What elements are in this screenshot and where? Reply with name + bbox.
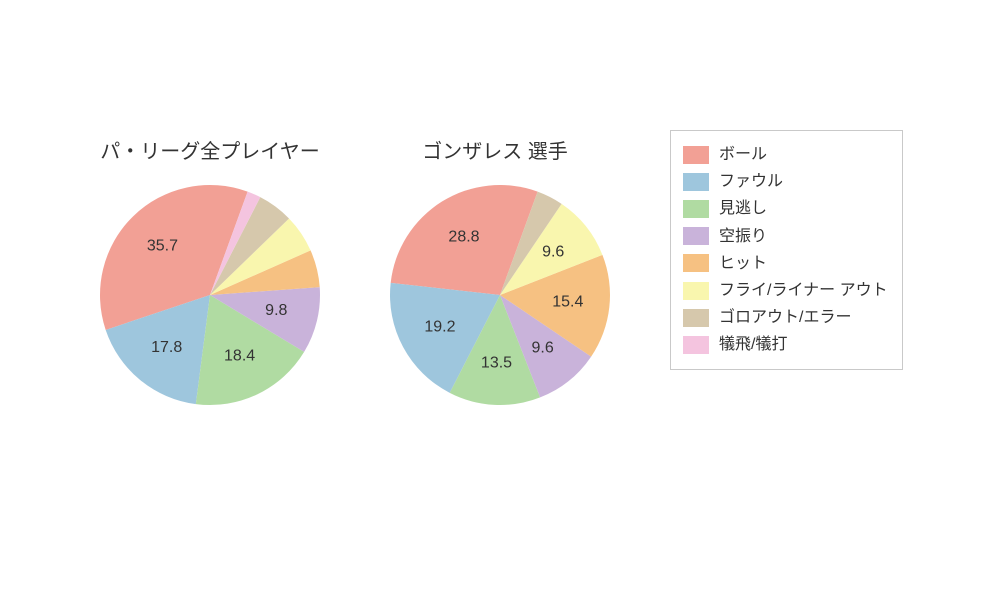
pie-label-player-flyout: 9.6 <box>542 244 564 261</box>
pie-label-player-miss: 13.5 <box>481 354 512 371</box>
legend-item-ball: ボール <box>683 141 888 168</box>
legend-swatch-sac <box>683 336 709 354</box>
legend-label-flyout: フライ/ライナー アウト <box>719 277 888 304</box>
legend-item-miss: 見逃し <box>683 195 888 222</box>
legend-item-hit: ヒット <box>683 250 888 277</box>
legend-swatch-miss <box>683 200 709 218</box>
legend-label-whiff: 空振り <box>719 223 767 250</box>
legend-item-whiff: 空振り <box>683 223 888 250</box>
legend-swatch-flyout <box>683 282 709 300</box>
legend-swatch-hit <box>683 254 709 272</box>
pie-label-league-ball: 35.7 <box>147 237 178 254</box>
pie-label-player-foul: 19.2 <box>424 319 455 336</box>
legend-swatch-ball <box>683 146 709 164</box>
pie-label-player-whiff: 9.6 <box>531 339 553 356</box>
chart-title-league: パ・リーグ全プレイヤー <box>70 135 350 164</box>
legend-item-flyout: フライ/ライナー アウト <box>683 277 888 304</box>
legend-label-groundout: ゴロアウト/エラー <box>719 304 851 331</box>
pie-label-player-ball: 28.8 <box>448 228 479 245</box>
pie-label-league-whiff: 9.8 <box>265 302 287 319</box>
legend-item-foul: ファウル <box>683 168 888 195</box>
legend-label-hit: ヒット <box>719 250 767 277</box>
chart-title-player: ゴンザレス 選手 <box>355 135 635 164</box>
pie-label-league-foul: 17.8 <box>151 339 182 356</box>
legend-label-sac: 犠飛/犠打 <box>719 331 787 358</box>
legend-item-sac: 犠飛/犠打 <box>683 331 888 358</box>
legend: ボールファウル見逃し空振りヒットフライ/ライナー アウトゴロアウト/エラー犠飛/… <box>670 130 903 370</box>
legend-label-foul: ファウル <box>719 168 783 195</box>
pie-league: 35.7 17.8 18.4 9.8 <box>100 185 320 405</box>
chart-stage: パ・リーグ全プレイヤー 35.7 17.8 18.4 9.8 ゴンザレス 選手 28.8 19… <box>0 0 1000 600</box>
legend-item-groundout: ゴロアウト/エラー <box>683 304 888 331</box>
pie-label-player-hit: 15.4 <box>552 294 583 311</box>
pie-label-league-miss: 18.4 <box>224 348 255 365</box>
pie-player: 28.8 19.2 13.5 9.6 15.4 9.6 <box>390 185 610 405</box>
legend-label-ball: ボール <box>719 141 767 168</box>
legend-swatch-whiff <box>683 227 709 245</box>
legend-swatch-foul <box>683 173 709 191</box>
legend-label-miss: 見逃し <box>719 195 767 222</box>
legend-swatch-groundout <box>683 309 709 327</box>
